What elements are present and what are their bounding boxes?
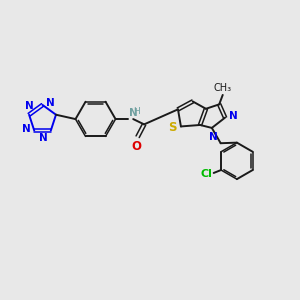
Text: N: N	[209, 132, 218, 142]
Text: N: N	[39, 133, 48, 143]
Text: H: H	[134, 106, 140, 116]
Text: O: O	[131, 140, 142, 153]
Text: N: N	[128, 108, 137, 118]
Text: S: S	[168, 121, 177, 134]
Text: N: N	[25, 100, 34, 111]
Text: Cl: Cl	[200, 169, 212, 178]
Text: N: N	[22, 124, 30, 134]
Text: N: N	[46, 98, 55, 109]
Text: CH₃: CH₃	[214, 82, 232, 93]
Text: N: N	[229, 111, 238, 122]
